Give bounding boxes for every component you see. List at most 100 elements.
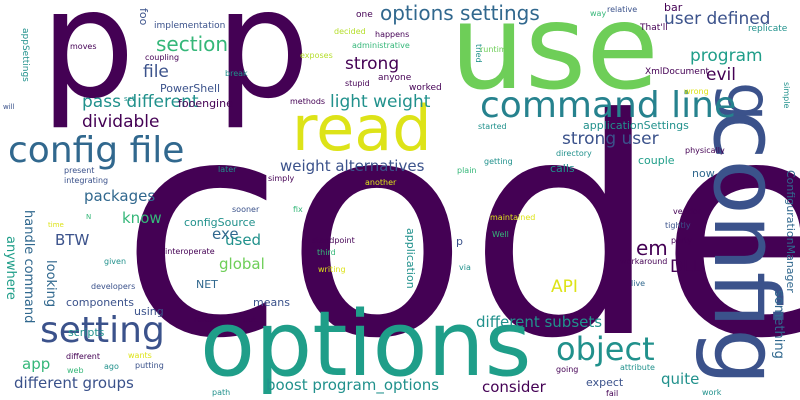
cloud-word: getting [484,157,513,166]
cloud-word: now [692,167,715,180]
cloud-word: setting [40,310,165,351]
cloud-word: wants [128,351,152,360]
cloud-word: writing [318,265,346,274]
cloud-word: configSource [184,216,256,229]
cloud-word: BTW [55,231,90,249]
cloud-word: N [86,213,92,221]
cloud-word: simply [268,174,295,183]
cloud-word: boost program_options [266,376,440,394]
cloud-word: vendor [673,207,701,216]
cloud-word: foo [137,8,150,26]
cloud-word: different subsets [476,313,603,331]
cloud-word: file [143,62,169,82]
cloud-word: p [215,0,311,132]
cloud-word: options settings [380,1,540,25]
cloud-word: g [713,82,786,122]
cloud-word: interoperate [165,247,215,256]
cloud-word: implementation [154,21,226,31]
cloud-word: program [690,46,763,66]
cloud-word: looking [43,260,58,308]
cloud-word: wrong [684,87,709,96]
cloud-word: handle command [21,210,36,324]
cloud-word: ConfigurationManager [784,170,797,293]
cloud-word: p [40,0,136,132]
cloud-word: quite [661,370,700,388]
cloud-word: config [693,110,798,386]
cloud-word: evil [706,65,736,85]
cloud-word: set [124,95,135,103]
cloud-word: administrative [352,41,410,50]
cloud-word: something [771,290,786,359]
cloud-word: bar [664,1,683,14]
cloud-word: pass different [82,92,199,112]
cloud-word: weight alternatives [280,157,425,175]
cloud-word: fail [606,389,619,398]
cloud-word: used [225,231,262,249]
cloud-word: given [104,257,127,266]
cloud-word: app [22,355,51,373]
cloud-word: fix [293,205,303,214]
cloud-word: global [219,255,265,273]
cloud-word: physically [685,146,725,155]
cloud-word: anyone [378,73,412,83]
cloud-word: means [253,296,290,309]
cloud-word: putting [135,361,164,370]
cloud-word: XmlDocument [645,67,710,77]
cloud-word: coupling [145,53,180,62]
cloud-word: calls [550,162,575,175]
cloud-word: will [3,103,15,111]
cloud-word: plain [457,166,477,175]
cloud-word: different groups [14,374,134,392]
cloud-word: user defined [664,9,771,29]
cloud-word: runtime [480,45,512,54]
cloud-word: stupid [345,79,370,88]
cloud-word: way [590,9,607,18]
cloud-word: developers [91,282,136,291]
cloud-word: object [556,330,655,368]
cloud-word: put [243,315,257,324]
cloud-word: attribute [620,363,655,372]
cloud-word: tightly [665,221,691,230]
cloud-word: time [48,221,64,229]
cloud-word: one [356,10,373,20]
cloud-word: different [66,352,100,361]
cloud-word: standpoint [312,236,355,245]
cloud-word: integrating [64,176,109,185]
cloud-word: DLL [670,257,703,277]
cloud-word: options [200,292,532,397]
cloud-word: started [478,122,507,131]
cloud-word: strong user [562,129,659,149]
cloud-word: Well [492,230,509,239]
cloud-word: happens [375,30,410,39]
cloud-word: break [225,69,248,78]
cloud-word: dividable [82,112,160,132]
cloud-word: application [404,228,417,289]
cloud-word: light weight [330,92,431,112]
cloud-word: maintained [490,213,536,222]
cloud-word: path [212,388,231,397]
cloud-word: ago [104,362,119,371]
cloud-word: worked [409,83,442,93]
cloud-word: command line [480,85,737,126]
cloud-word: config file [8,130,185,171]
cloud-word: know [122,209,162,227]
cloud-word: directory [556,149,592,158]
cloud-word: read [292,92,432,165]
cloud-word: moves [70,42,97,51]
cloud-word: decided [334,27,366,36]
cloud-word: simple [782,82,791,109]
cloud-word: another [365,178,397,187]
cloud-word: work [702,388,722,397]
cloud-word: That'll [640,23,668,33]
cloud-word: applicationSettings [583,119,689,132]
cloud-word: anywhere [3,236,18,300]
cloud-word: scripts [68,326,105,339]
cloud-word: exe [212,225,239,243]
cloud-word: party [671,236,693,245]
cloud-word: release [194,315,224,324]
cloud-word: PowerShell [160,82,221,95]
cloud-word: strong [345,54,400,74]
cloud-word: NET [196,278,218,291]
cloud-word: couple [638,154,675,167]
cloud-word: use [450,0,659,116]
